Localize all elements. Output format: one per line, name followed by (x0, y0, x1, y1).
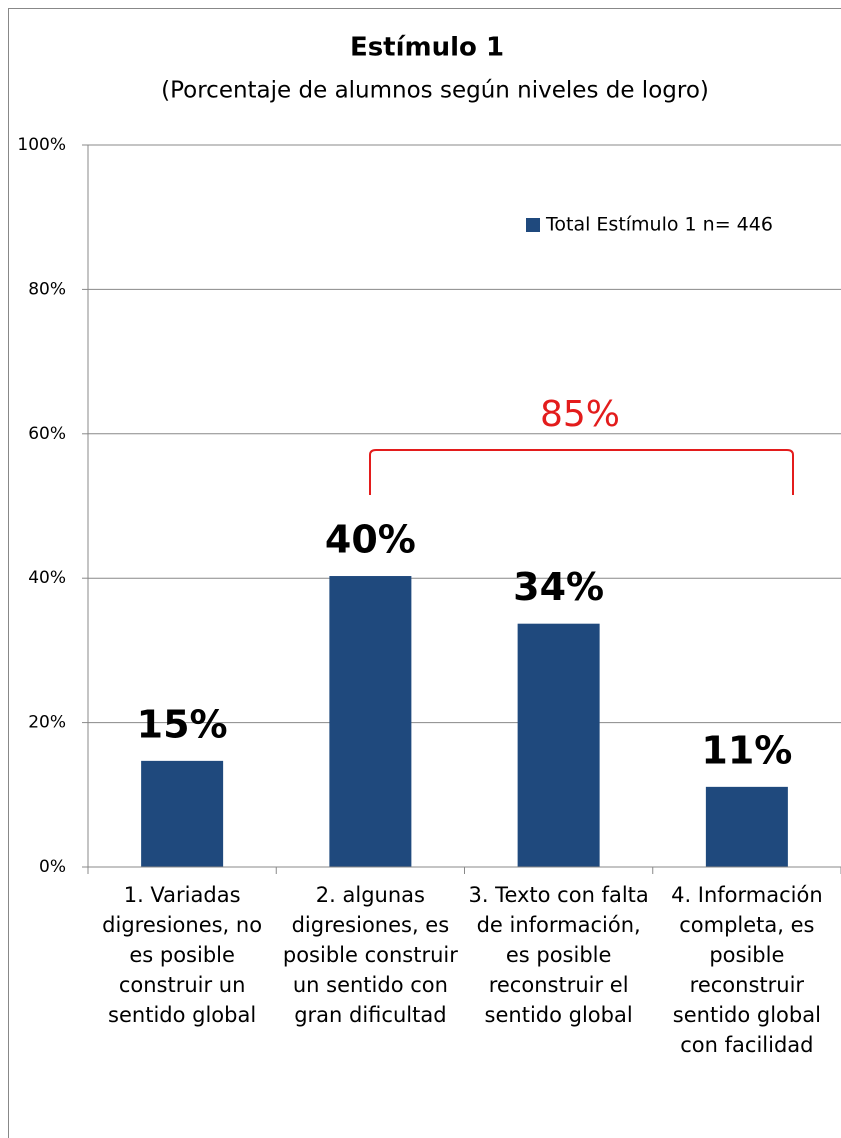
bar (141, 760, 224, 867)
chart-title: Estímulo 1 (350, 33, 504, 63)
data-label: 40% (325, 518, 416, 562)
x-tick-label: 4. Información completa, es posible reco… (671, 883, 823, 1057)
data-label: 15% (137, 702, 228, 746)
x-tick-label: 1. Variadas digresiones, no es posible c… (102, 883, 263, 1027)
annotation-bracket (369, 449, 794, 495)
y-tick-label: 40% (28, 568, 66, 588)
bar (329, 576, 412, 867)
legend-swatch (526, 218, 540, 232)
x-tick-label: 3. Texto con falta de información, es po… (468, 883, 649, 1027)
y-tick-label: 60% (28, 424, 66, 444)
bar (705, 786, 788, 867)
y-tick-label: 20% (28, 713, 66, 733)
chart-subtitle: (Porcentaje de alumnos según niveles de … (161, 78, 709, 104)
chart-border (8, 8, 841, 1138)
y-tick-label: 0% (39, 857, 66, 877)
y-tick-label: 100% (17, 135, 66, 155)
annotation: 85% (540, 394, 620, 435)
y-tick-label: 80% (28, 279, 66, 299)
x-tick-label: 2. algunas digresiones, es posible const… (282, 883, 458, 1027)
data-label: 11% (701, 728, 792, 772)
legend-label: Total Estímulo 1 n= 446 (545, 214, 773, 236)
bar (517, 623, 600, 867)
data-label: 34% (513, 565, 604, 609)
